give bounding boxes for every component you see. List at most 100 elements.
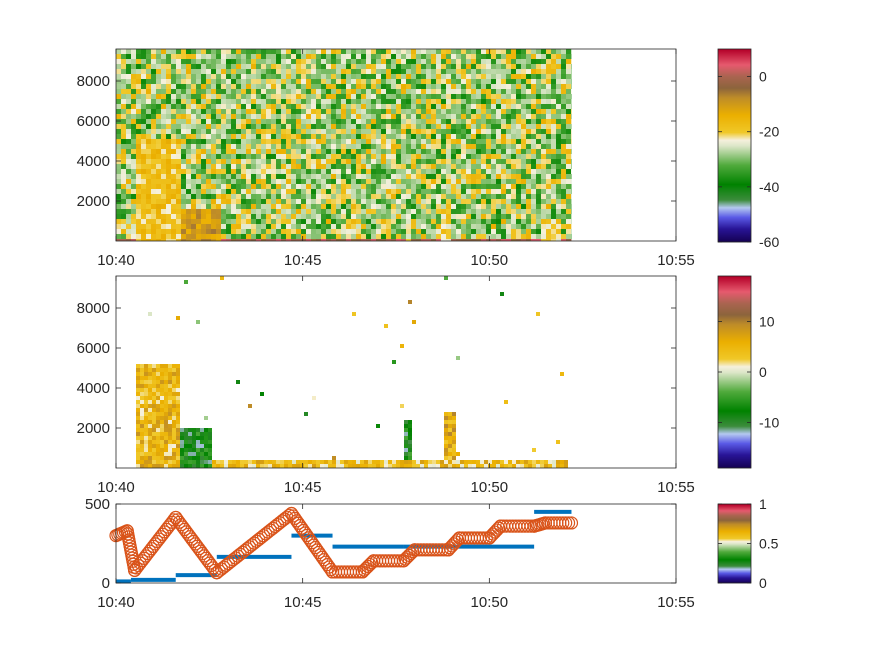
heatmap-cell: [541, 109, 546, 114]
heatmap-cell: [536, 229, 541, 234]
heatmap-cell: [211, 99, 216, 104]
colorbar-swatch: [718, 553, 751, 555]
heatmap-cell: [481, 174, 486, 179]
heatmap-cell: [251, 214, 256, 219]
heatmap-cell: [406, 49, 411, 54]
heatmap-cell: [481, 209, 486, 214]
heatmap-cell: [301, 79, 306, 84]
heatmap-cell: [308, 464, 312, 468]
heatmap-cell: [211, 169, 216, 174]
heatmap-cell: [156, 54, 161, 59]
heatmap-cell: [451, 219, 456, 224]
heatmap-cell: [396, 159, 401, 164]
heatmap-cell: [506, 179, 511, 184]
heatmap-cell: [216, 79, 221, 84]
heatmap-cell: [220, 460, 224, 464]
heatmap-cell: [196, 239, 201, 241]
heatmap-cell: [551, 154, 556, 159]
heatmap-cell: [541, 189, 546, 194]
heatmap-cell: [236, 69, 241, 74]
heatmap-cell: [204, 460, 208, 464]
heatmap-cell: [436, 229, 441, 234]
heatmap-cell: [246, 94, 251, 99]
heatmap-cell: [386, 99, 391, 104]
colorbar-swatch: [718, 213, 751, 215]
heatmap-cell: [516, 460, 520, 464]
heatmap-cell: [416, 184, 421, 189]
heatmap-cell: [446, 224, 451, 229]
heatmap-cell: [531, 199, 536, 204]
colorbar-swatch: [718, 359, 751, 361]
heatmap-cell: [306, 144, 311, 149]
colorbar-tick-label: -20: [759, 124, 779, 140]
heatmap-cell: [536, 139, 541, 144]
heatmap-cell: [526, 194, 531, 199]
colorbar-swatch: [718, 546, 751, 548]
heatmap-cell: [201, 134, 206, 139]
colorbar-swatch: [718, 408, 751, 410]
heatmap-cell: [241, 199, 246, 204]
heatmap-cell: [344, 460, 348, 464]
colorbar-swatch: [718, 322, 751, 324]
heatmap-cell: [366, 84, 371, 89]
colorbar-swatch: [718, 417, 751, 419]
heatmap-cell: [191, 219, 196, 224]
heatmap-cell: [361, 169, 366, 174]
heatmap-cell: [544, 464, 548, 468]
colorbar-swatch: [718, 520, 751, 522]
heatmap-cell: [236, 64, 241, 69]
heatmap-cell: [491, 109, 496, 114]
heatmap-cell: [416, 54, 421, 59]
heatmap-cell: [308, 460, 312, 464]
heatmap-cell: [361, 214, 366, 219]
heatmap-cell: [521, 204, 526, 209]
heatmap-cell: [151, 174, 156, 179]
heatmap-cell: [156, 149, 161, 154]
heatmap-cell: [236, 380, 240, 384]
heatmap-cell: [491, 94, 496, 99]
heatmap-cell: [271, 154, 276, 159]
heatmap-cell: [416, 219, 421, 224]
heatmap-cell: [236, 239, 241, 241]
heatmap-cell: [516, 174, 521, 179]
heatmap-cell: [321, 104, 326, 109]
heatmap-cell: [431, 194, 436, 199]
heatmap-cell: [521, 229, 526, 234]
heatmap-cell: [151, 54, 156, 59]
heatmap-cell: [286, 99, 291, 104]
heatmap-cell: [292, 460, 296, 464]
heatmap-cell: [311, 204, 316, 209]
heatmap-cell: [296, 239, 301, 241]
colorbar-swatch: [718, 522, 751, 524]
orange-point: [363, 557, 377, 572]
heatmap-cell: [316, 149, 321, 154]
heatmap-cell: [160, 384, 164, 388]
heatmap-cell: [376, 104, 381, 109]
heatmap-cell: [486, 114, 491, 119]
heatmap-cell: [551, 54, 556, 59]
heatmap-cell: [291, 194, 296, 199]
heatmap-cell: [136, 412, 140, 416]
heatmap-cell: [116, 109, 121, 114]
heatmap-cell: [121, 144, 126, 149]
heatmap-cell: [336, 154, 341, 159]
heatmap-cell: [286, 64, 291, 69]
heatmap-cell: [396, 234, 401, 239]
heatmap-cell: [146, 174, 151, 179]
heatmap-cell: [340, 464, 344, 468]
colorbar-swatch: [718, 118, 751, 120]
heatmap-cell: [446, 234, 451, 239]
heatmap-cell: [281, 74, 286, 79]
heatmap-cell: [316, 460, 320, 464]
heatmap-cell: [181, 129, 186, 134]
heatmap-cell: [556, 109, 561, 114]
heatmap-cell: [171, 114, 176, 119]
heatmap-cell: [136, 124, 141, 129]
heatmap-cell: [176, 368, 180, 372]
colorbar-swatch: [718, 356, 751, 358]
heatmap-cell: [256, 229, 261, 234]
colorbar-swatch: [718, 436, 751, 438]
heatmap-cell: [116, 199, 121, 204]
heatmap-cell: [236, 204, 241, 209]
heatmap-cell: [186, 49, 191, 54]
